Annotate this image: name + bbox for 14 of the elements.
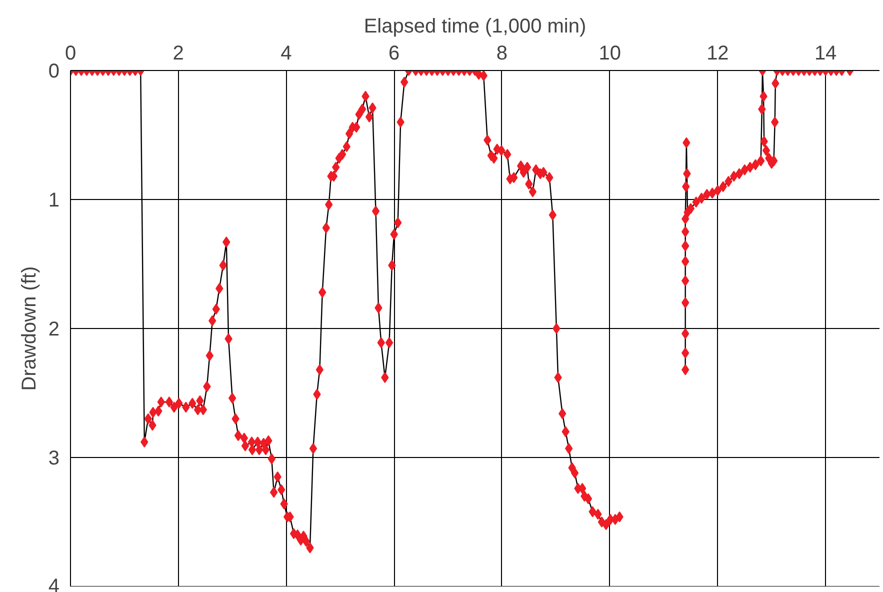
y-tick-label: 1 (48, 190, 60, 212)
y-tick-label: 0 (48, 60, 60, 82)
x-tick-label: 10 (598, 42, 621, 64)
x-tick-label: 4 (280, 42, 292, 64)
x-axis-title: Elapsed time (1,000 min) (364, 16, 586, 38)
x-tick-label: 0 (64, 42, 76, 64)
x-tick-label: 14 (814, 42, 837, 64)
y-tick-label: 2 (48, 318, 60, 340)
x-tick-label: 8 (496, 42, 508, 64)
x-tick-label: 6 (388, 42, 400, 64)
x-tick-label: 2 (172, 42, 184, 64)
x-tick-label: 12 (706, 42, 729, 64)
y-axis-title: Drawdown (ft) (18, 266, 40, 391)
y-tick-label: 3 (48, 448, 60, 470)
